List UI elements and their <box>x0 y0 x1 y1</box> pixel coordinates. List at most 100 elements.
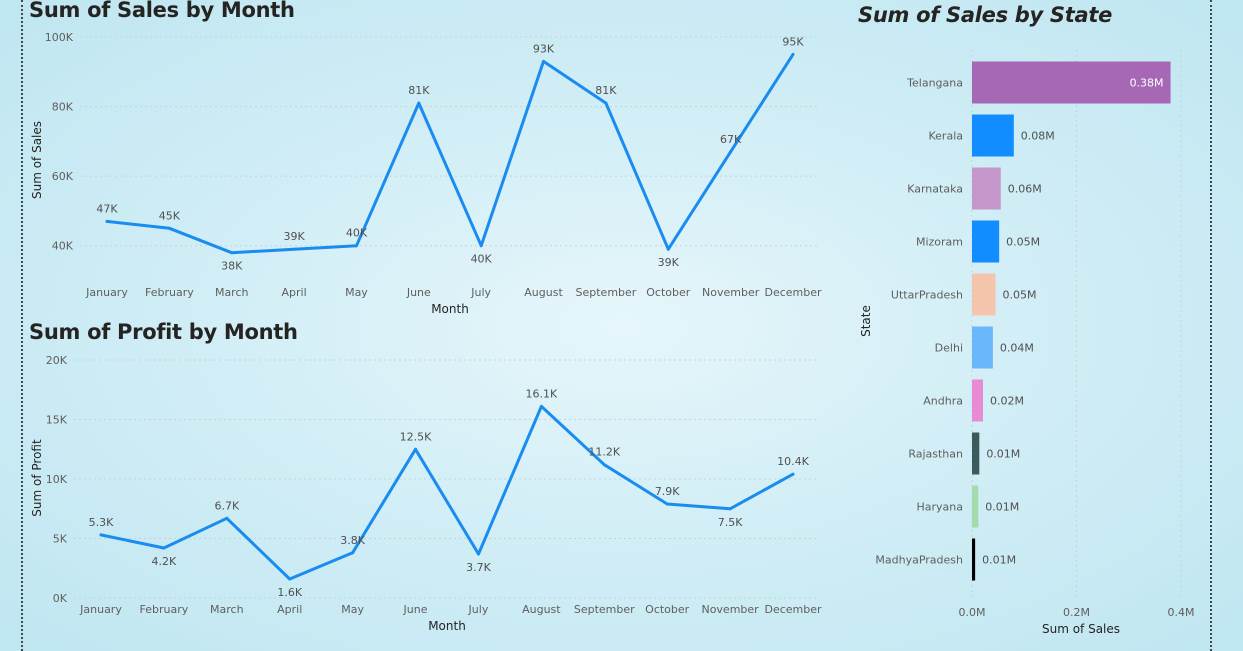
data-label: 0.08M <box>1021 130 1055 143</box>
data-point <box>288 577 292 581</box>
data-point <box>351 551 355 555</box>
data-label: 6.7K <box>214 499 239 512</box>
right-dotted-border <box>1210 0 1212 651</box>
data-point <box>665 502 669 506</box>
y-tick-label: 20K <box>46 354 68 367</box>
bar <box>972 61 1171 104</box>
left-dotted-border <box>21 0 23 651</box>
x-tick-label: November <box>702 286 760 299</box>
data-point <box>417 101 421 105</box>
x-tick-label: January <box>85 286 128 299</box>
y-tick-label: MadhyaPradesh <box>875 554 963 567</box>
x-tick-label: 0.2M <box>1063 606 1090 619</box>
x-tick-label: January <box>79 603 122 616</box>
x-tick-label: August <box>522 603 561 616</box>
data-label: 16.1K <box>526 387 558 400</box>
y-tick-label: Haryana <box>917 501 964 514</box>
data-point <box>479 244 483 248</box>
x-tick-label: September <box>574 603 635 616</box>
x-tick-label: February <box>145 286 194 299</box>
y-tick-label: 10K <box>46 473 68 486</box>
bar <box>972 167 1001 210</box>
y-axis-title: Sum of Sales <box>30 121 44 199</box>
data-label: 47K <box>96 202 118 215</box>
data-label: 7.5K <box>718 516 743 529</box>
data-point <box>354 244 358 248</box>
x-tick-label: September <box>576 286 637 299</box>
data-label: 40K <box>346 227 368 240</box>
x-tick-label: April <box>277 603 302 616</box>
x-axis-title: Month <box>428 619 466 633</box>
y-tick-label: Kerala <box>929 130 964 143</box>
data-point <box>414 447 418 451</box>
bar <box>972 220 1000 263</box>
data-label: 38K <box>221 260 243 273</box>
data-point <box>791 472 795 476</box>
y-tick-label: Rajasthan <box>908 448 963 461</box>
data-point <box>604 101 608 105</box>
x-tick-label: July <box>468 603 489 616</box>
profit-chart-title: Sum of Profit by Month <box>29 320 298 344</box>
y-tick-label: 0K <box>53 592 68 605</box>
sales-line-chart[interactable]: 40K 60K 80K 100K January February March April Ma… <box>0 0 840 325</box>
series-line <box>105 52 795 255</box>
x-axis-title: Month <box>431 302 469 316</box>
data-label: 0.05M <box>1006 236 1040 249</box>
bar <box>972 538 976 581</box>
data-label: 3.8K <box>340 534 365 547</box>
data-label: 0.04M <box>1000 342 1034 355</box>
data-label: 81K <box>408 84 430 97</box>
y-tick-label: Andhra <box>923 395 963 408</box>
data-label: 95K <box>782 35 804 48</box>
data-label: 0.01M <box>982 554 1016 567</box>
x-tick-label: March <box>210 603 244 616</box>
x-axis-title: Sum of Sales <box>1042 622 1120 636</box>
x-tick-label: March <box>215 286 249 299</box>
x-tick-label: November <box>701 603 759 616</box>
y-tick-label: 15K <box>46 414 68 427</box>
data-label: 0.38M <box>1130 77 1164 90</box>
y-tick-label: UttarPradesh <box>891 289 963 302</box>
bar <box>972 432 980 475</box>
data-point <box>729 150 733 154</box>
data-label: 0.01M <box>985 501 1019 514</box>
data-point <box>230 251 234 255</box>
x-tick-label: April <box>282 286 307 299</box>
data-label: 93K <box>533 42 555 55</box>
data-label: 4.2K <box>152 555 177 568</box>
bar <box>972 379 983 422</box>
data-label: 3.7K <box>466 561 491 574</box>
data-label: 45K <box>159 209 181 222</box>
data-label: 10.4K <box>777 455 809 468</box>
y-tick-label: 80K <box>52 101 74 114</box>
data-label: 81K <box>595 84 617 97</box>
data-point <box>602 463 606 467</box>
data-label: 0.05M <box>1003 289 1037 302</box>
data-point <box>476 552 480 556</box>
series-line <box>99 404 795 581</box>
data-label: 0.02M <box>990 395 1024 408</box>
x-tick-label: 0.4M <box>1168 606 1195 619</box>
data-label: 40K <box>471 253 493 266</box>
y-tick-label: Delhi <box>935 342 963 355</box>
data-label: 67K <box>720 133 742 146</box>
data-label: 39K <box>283 230 305 243</box>
bar <box>972 114 1014 157</box>
y-tick-label: 60K <box>52 170 74 183</box>
x-tick-label: February <box>140 603 189 616</box>
data-point <box>791 52 795 56</box>
x-tick-label: December <box>764 603 822 616</box>
data-point <box>542 59 546 63</box>
profit-line-chart[interactable]: 0K 5K 10K 15K 20K January February March April Ma… <box>0 0 840 651</box>
data-label: 0.06M <box>1008 183 1042 196</box>
x-tick-label: June <box>406 286 431 299</box>
y-tick-label: 100K <box>45 31 74 44</box>
data-point <box>99 533 103 537</box>
data-label: 1.6K <box>277 586 302 599</box>
data-point <box>162 546 166 550</box>
data-label: 12.5K <box>400 430 432 443</box>
data-label: 5.3K <box>89 516 114 529</box>
data-label: 11.2K <box>588 446 620 459</box>
x-tick-label: May <box>341 603 364 616</box>
